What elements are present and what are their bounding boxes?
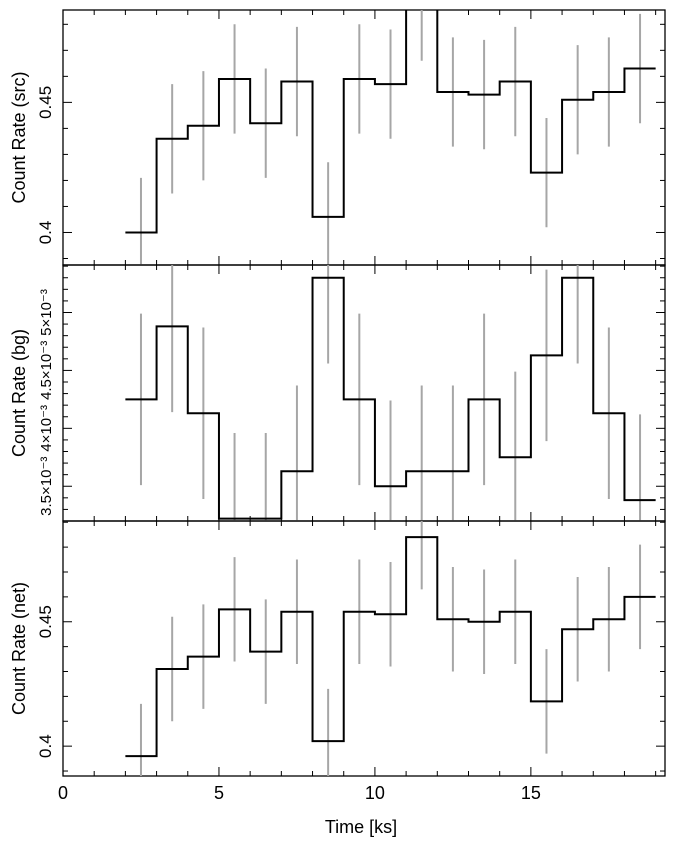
panel-bg: 3.5×10⁻³ 4×10⁻³ 4.5×10⁻³ 5×10⁻³ Count Rate (… [9, 264, 666, 522]
x-tick-label: 5 [214, 783, 224, 803]
panel-net: 0.4 0.45 Count Rate (net) 0 5 10 15 [9, 520, 666, 803]
y-tick-label: 5×10⁻³ [38, 289, 55, 336]
panel-frame-net [62, 520, 666, 777]
x-tick-label: 0 [58, 783, 68, 803]
y-tick-label: 0.4 [36, 734, 55, 758]
step-line-src [125, 10, 656, 234]
plot-area-src [125, 10, 656, 265]
y-tick-label: 0.45 [36, 86, 55, 119]
y-tick-label: 4×10⁻³ [38, 405, 55, 452]
y-tick-label: 4.5×10⁻³ [38, 341, 55, 400]
plot-area-bg [125, 265, 656, 521]
step-line-net [125, 536, 656, 758]
x-tick-label: 10 [365, 783, 385, 803]
y-tick-label: 0.45 [36, 605, 55, 638]
x-axis-label: Time [ks] [325, 817, 397, 837]
panel-frame-bg [62, 264, 666, 522]
y-axis-label-bg: Count Rate (bg) [9, 329, 29, 457]
y-axis-label-net: Count Rate (net) [9, 582, 29, 715]
y-tick-label: 0.4 [36, 221, 55, 245]
y-tick-label: 3.5×10⁻³ [38, 457, 55, 516]
panel-frame-src [62, 9, 666, 266]
plot-area-net [125, 521, 656, 776]
y-axis-label-src: Count Rate (src) [9, 71, 29, 203]
x-tick-label: 15 [521, 783, 541, 803]
step-line-bg [125, 276, 656, 520]
panel-src: 0.4 0.45 Count Rate (src) [9, 9, 666, 266]
